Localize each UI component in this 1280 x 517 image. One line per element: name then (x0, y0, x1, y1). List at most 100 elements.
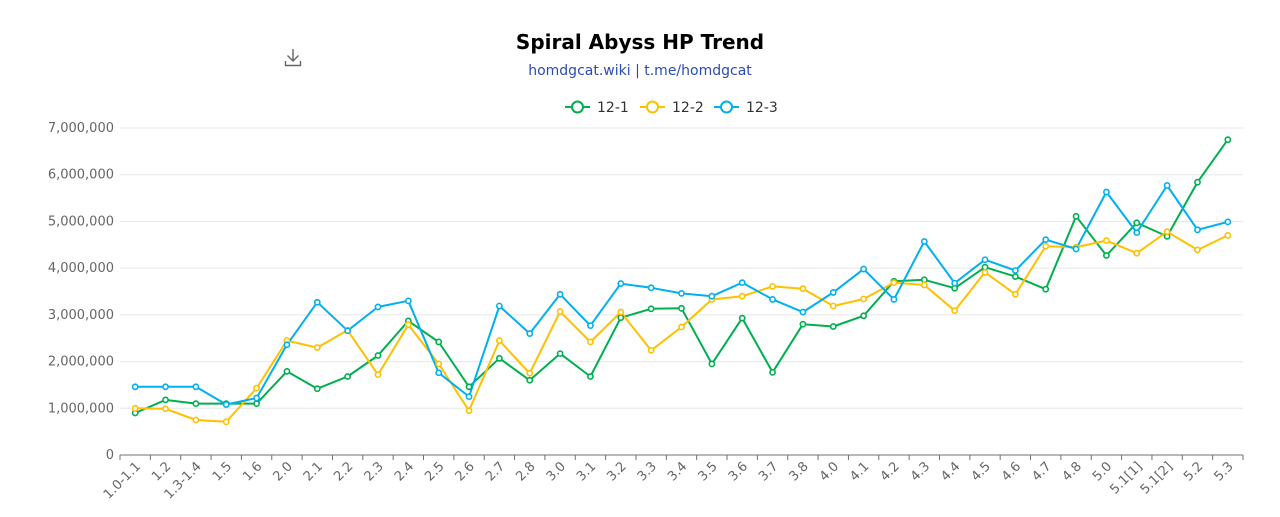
data-point-12-3[interactable] (1042, 236, 1050, 244)
data-point-12-2[interactable] (162, 405, 169, 413)
data-point-12-1[interactable] (313, 385, 321, 393)
data-point-12-3[interactable] (253, 394, 260, 402)
data-point-12-2[interactable] (1163, 228, 1171, 236)
data-point-12-3[interactable] (769, 296, 776, 303)
data-point-12-2[interactable] (222, 418, 230, 426)
data-point-12-3[interactable] (951, 279, 959, 287)
data-point-12-3[interactable] (192, 383, 200, 391)
data-point-12-3[interactable] (738, 279, 746, 287)
data-point-12-1[interactable] (192, 400, 200, 408)
data-point-12-2[interactable] (1042, 242, 1050, 250)
data-point-12-2[interactable] (192, 416, 200, 424)
data-point-12-1[interactable] (253, 400, 260, 408)
data-point-12-3[interactable] (465, 393, 473, 401)
data-point-12-3[interactable] (587, 322, 594, 330)
data-point-12-3[interactable] (404, 297, 412, 305)
data-point-12-3[interactable] (1194, 226, 1201, 234)
data-point-12-2[interactable] (435, 360, 443, 368)
data-point-12-3[interactable] (1133, 229, 1141, 237)
data-point-12-1[interactable] (1194, 178, 1201, 186)
data-point-12-1[interactable] (1072, 212, 1080, 220)
legend-marker-12-1[interactable] (571, 100, 584, 114)
data-point-12-3[interactable] (829, 289, 837, 296)
data-point-12-2[interactable] (738, 292, 746, 300)
data-point-12-1[interactable] (647, 305, 655, 313)
data-point-12-2[interactable] (981, 268, 989, 276)
data-point-12-3[interactable] (162, 383, 169, 391)
data-point-12-1[interactable] (799, 320, 807, 328)
data-point-12-3[interactable] (1011, 267, 1019, 274)
data-point-12-3[interactable] (920, 238, 928, 245)
data-point-12-3[interactable] (374, 303, 382, 311)
data-point-12-3[interactable] (1072, 245, 1080, 253)
data-point-12-2[interactable] (374, 371, 382, 379)
data-point-12-1[interactable] (829, 323, 837, 330)
data-point-12-2[interactable] (890, 279, 898, 287)
data-point-12-3[interactable] (1163, 182, 1171, 189)
data-point-12-3[interactable] (860, 265, 868, 273)
data-point-12-1[interactable] (495, 354, 503, 362)
data-point-12-1[interactable] (556, 350, 564, 358)
data-point-12-3[interactable] (647, 284, 655, 292)
data-point-12-2[interactable] (313, 344, 321, 351)
data-point-12-1[interactable] (526, 376, 534, 384)
data-point-12-1[interactable] (435, 338, 443, 346)
data-point-12-1[interactable] (283, 367, 291, 375)
data-point-12-1[interactable] (1133, 219, 1141, 227)
data-point-12-2[interactable] (829, 302, 837, 310)
data-point-12-2[interactable] (495, 337, 503, 344)
data-point-12-3[interactable] (283, 341, 291, 349)
data-point-12-2[interactable] (860, 295, 868, 303)
data-point-12-3[interactable] (526, 330, 534, 337)
data-point-12-2[interactable] (1224, 232, 1232, 239)
legend-marker-12-2[interactable] (646, 100, 659, 114)
data-point-12-3[interactable] (799, 308, 807, 316)
data-point-12-2[interactable] (404, 321, 412, 329)
data-point-12-2[interactable] (1103, 237, 1110, 244)
download-icon[interactable] (283, 47, 303, 69)
data-point-12-1[interactable] (769, 368, 776, 376)
data-point-12-3[interactable] (222, 401, 230, 408)
data-point-12-1[interactable] (738, 314, 746, 322)
data-point-12-3[interactable] (617, 280, 625, 287)
data-point-12-3[interactable] (678, 289, 685, 297)
data-point-12-3[interactable] (313, 298, 321, 306)
data-point-12-3[interactable] (708, 292, 716, 300)
data-point-12-1[interactable] (678, 304, 685, 312)
data-point-12-1[interactable] (1224, 136, 1232, 144)
data-point-12-1[interactable] (708, 360, 716, 368)
legend-marker-12-3[interactable] (720, 100, 733, 114)
data-point-12-1[interactable] (1103, 252, 1110, 259)
data-point-12-2[interactable] (678, 323, 685, 331)
data-point-12-3[interactable] (1224, 218, 1232, 226)
data-point-12-1[interactable] (1042, 285, 1050, 293)
data-point-12-2[interactable] (526, 369, 534, 377)
data-point-12-2[interactable] (1133, 249, 1141, 257)
data-point-12-3[interactable] (981, 256, 989, 264)
data-point-12-2[interactable] (465, 407, 473, 415)
data-point-12-3[interactable] (435, 369, 443, 377)
data-point-12-3[interactable] (556, 290, 564, 298)
data-point-12-1[interactable] (1011, 273, 1019, 280)
data-point-12-2[interactable] (617, 308, 625, 316)
data-point-12-1[interactable] (344, 373, 352, 380)
data-point-12-3[interactable] (890, 296, 898, 303)
data-point-12-2[interactable] (769, 282, 776, 290)
data-point-12-2[interactable] (951, 307, 959, 315)
data-point-12-2[interactable] (799, 285, 807, 293)
data-point-12-3[interactable] (1103, 188, 1110, 196)
data-point-12-2[interactable] (556, 308, 564, 315)
data-point-12-3[interactable] (131, 383, 139, 391)
data-point-12-1[interactable] (465, 383, 473, 391)
data-point-12-2[interactable] (131, 404, 139, 412)
data-point-12-2[interactable] (1194, 246, 1201, 254)
legend-label-12-3[interactable]: 12-3 (746, 100, 778, 116)
data-point-12-1[interactable] (374, 352, 382, 359)
data-point-12-3[interactable] (495, 302, 503, 310)
data-point-12-1[interactable] (860, 312, 868, 320)
data-point-12-2[interactable] (1011, 290, 1019, 298)
data-point-12-2[interactable] (253, 384, 260, 392)
data-point-12-1[interactable] (587, 373, 594, 380)
data-point-12-1[interactable] (162, 396, 169, 404)
legend-label-12-1[interactable]: 12-1 (597, 100, 629, 116)
